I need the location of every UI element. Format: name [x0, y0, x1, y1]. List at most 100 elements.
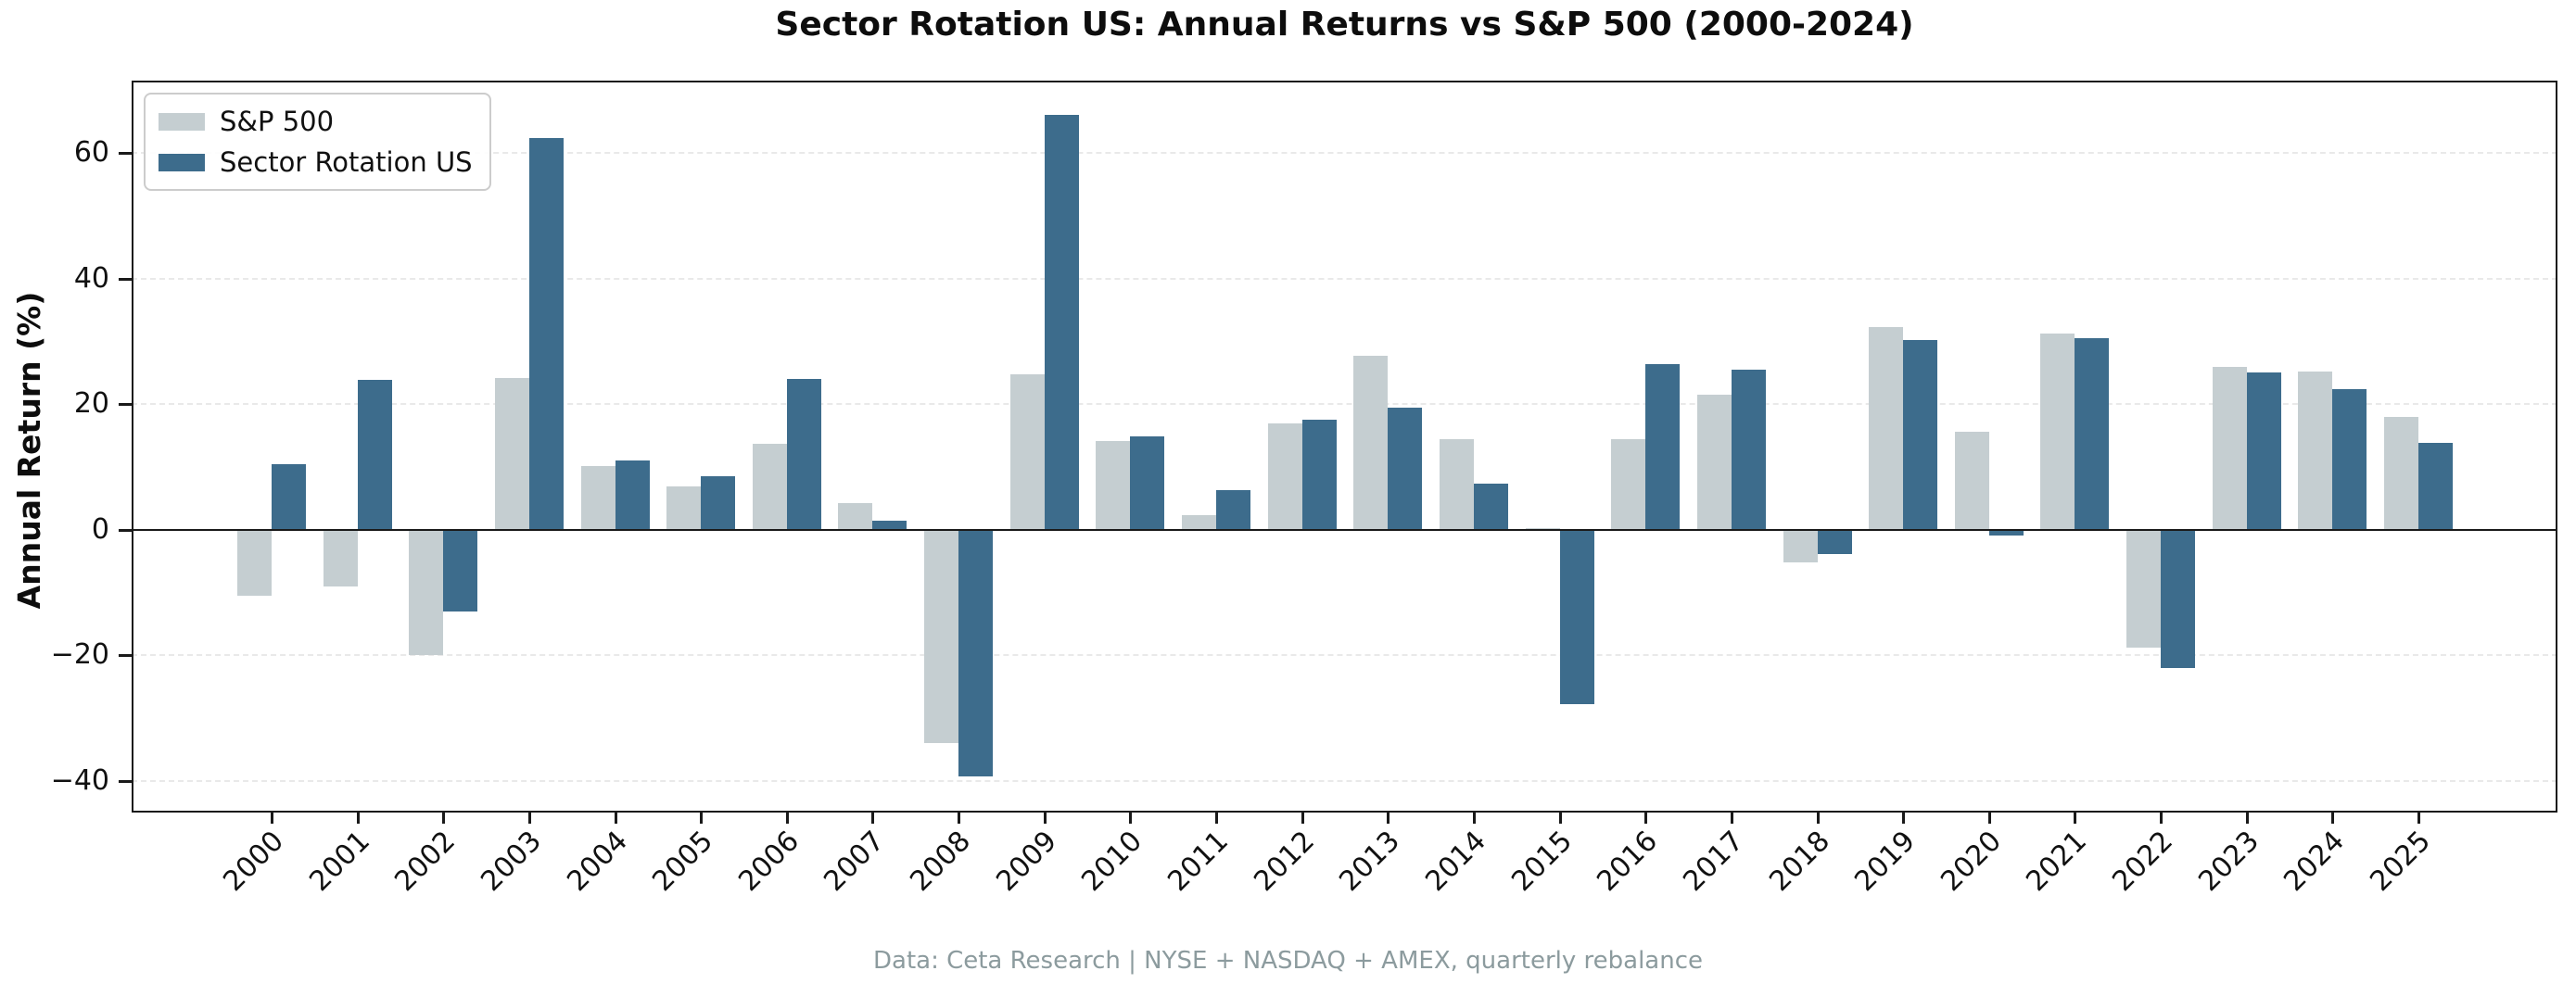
x-tick-mark [958, 813, 961, 824]
bar-2007-sp500 [838, 502, 873, 530]
y-tick-mark [119, 528, 132, 532]
gridline [132, 277, 2557, 280]
bar-layer [132, 81, 2557, 813]
x-tick-mark [2074, 813, 2077, 824]
bar-2023-sp500 [2212, 367, 2247, 530]
y-tick-label: −40 [50, 764, 109, 798]
y-tick-label: 40 [73, 261, 109, 295]
bar-2014-sp500 [1439, 439, 1474, 530]
legend-label-sp500: S&P 500 [220, 106, 335, 137]
x-tick-mark [1902, 813, 1906, 824]
bar-2009-sector-rotation [1044, 115, 1079, 530]
bar-2018-sp500 [1783, 529, 1818, 563]
chart-title: Sector Rotation US: Annual Returns vs S&… [775, 6, 1914, 44]
bar-2005-sp500 [666, 486, 702, 530]
bar-2024-sector-rotation [2332, 388, 2367, 530]
bar-2001-sector-rotation [357, 379, 392, 530]
gridline [132, 151, 2557, 154]
legend: S&P 500 Sector Rotation US [144, 93, 491, 191]
bar-2011-sector-rotation [1216, 490, 1251, 530]
bar-2014-sector-rotation [1473, 483, 1508, 530]
bar-2012-sector-rotation [1301, 419, 1337, 530]
x-tick-mark [1043, 813, 1047, 824]
x-tick-mark [700, 813, 704, 824]
bar-2006-sp500 [752, 443, 787, 530]
bar-2025-sector-rotation [2418, 443, 2453, 530]
y-tick-mark [119, 780, 132, 784]
bar-2012-sp500 [1267, 422, 1302, 530]
bar-2004-sp500 [580, 466, 615, 530]
bar-2019-sector-rotation [1903, 340, 1938, 530]
bar-2016-sp500 [1611, 438, 1646, 530]
bar-2020-sp500 [1954, 432, 1989, 530]
bar-2013-sp500 [1353, 356, 1389, 530]
x-tick-mark [1387, 813, 1390, 824]
bar-2010-sp500 [1096, 440, 1131, 530]
source-caption: Data: Ceta Research | NYSE + NASDAQ + AM… [872, 947, 1703, 975]
y-tick-label: −20 [50, 638, 109, 672]
bar-2023-sector-rotation [2246, 372, 2281, 530]
x-tick-mark [442, 813, 446, 824]
x-tick-mark [527, 813, 531, 824]
x-tick-mark [1987, 813, 1991, 824]
bar-2022-sector-rotation [2161, 529, 2196, 669]
x-tick-mark [356, 813, 360, 824]
bar-2010-sector-rotation [1130, 436, 1165, 530]
legend-item-sp500: S&P 500 [159, 106, 473, 137]
bar-2002-sp500 [409, 529, 444, 655]
x-tick-mark [1558, 813, 1562, 824]
x-tick-mark [785, 813, 789, 824]
bar-2003-sp500 [494, 378, 529, 530]
bar-2025-sp500 [2384, 417, 2418, 530]
bar-2006-sector-rotation [786, 379, 821, 530]
y-axis-label: Annual Return (%) [11, 291, 47, 610]
legend-swatch-sector-rotation [159, 153, 205, 171]
x-tick-mark [614, 813, 617, 824]
x-tick-mark [271, 813, 273, 824]
bar-2019-sp500 [1869, 326, 1904, 530]
legend-swatch-sp500 [159, 112, 205, 131]
bar-2018-sector-rotation [1817, 529, 1852, 554]
y-tick-mark [119, 151, 132, 155]
bar-2007-sector-rotation [872, 521, 907, 530]
y-tick-label: 60 [73, 135, 109, 169]
gridline [132, 403, 2557, 406]
x-tick-mark [2245, 813, 2249, 824]
x-tick-mark [2331, 813, 2335, 824]
bar-2021-sp500 [2040, 334, 2075, 530]
gridline [132, 654, 2557, 657]
x-tick-mark [1472, 813, 1476, 824]
legend-label-sector-rotation: Sector Rotation US [220, 146, 473, 178]
bar-2005-sector-rotation [701, 475, 736, 530]
bar-2000-sector-rotation [272, 464, 306, 530]
zero-axis-line [132, 528, 2557, 531]
y-tick-mark [119, 403, 132, 407]
bar-2000-sp500 [237, 529, 272, 597]
bar-2015-sp500 [1525, 527, 1560, 530]
bar-2011-sp500 [1182, 514, 1217, 530]
bar-2001-sp500 [323, 529, 358, 586]
bar-2020-sector-rotation [1988, 529, 2024, 536]
bar-2017-sector-rotation [1731, 369, 1766, 530]
y-tick-label: 20 [73, 387, 109, 421]
bar-2017-sp500 [1696, 395, 1732, 530]
bar-2016-sector-rotation [1645, 363, 1681, 530]
bar-2022-sp500 [2126, 529, 2162, 649]
x-tick-mark [1644, 813, 1648, 824]
y-tick-mark [119, 654, 132, 658]
bar-2008-sector-rotation [958, 529, 994, 777]
bar-2008-sp500 [924, 529, 959, 744]
x-tick-mark [1816, 813, 1820, 824]
bar-2002-sector-rotation [443, 529, 478, 611]
gridline [132, 780, 2557, 783]
x-tick-mark [1129, 813, 1133, 824]
bar-2021-sector-rotation [2075, 338, 2110, 530]
bar-2004-sector-rotation [615, 460, 650, 530]
y-tick-label: 0 [91, 512, 109, 546]
bar-2009-sp500 [1009, 374, 1045, 530]
x-tick-mark [871, 813, 875, 824]
zero-line-layer [132, 81, 2557, 813]
bar-2015-sector-rotation [1559, 529, 1594, 705]
x-tick-mark [2417, 813, 2420, 824]
